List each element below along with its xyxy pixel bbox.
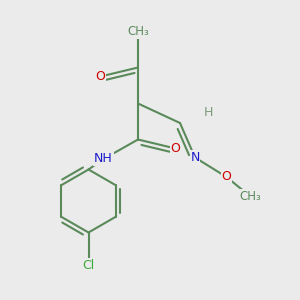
- Text: N: N: [190, 151, 200, 164]
- Text: O: O: [171, 142, 180, 155]
- Text: CH₃: CH₃: [127, 25, 149, 38]
- Text: O: O: [222, 170, 231, 184]
- Text: O: O: [96, 70, 105, 83]
- Text: NH: NH: [94, 152, 113, 166]
- Text: Cl: Cl: [82, 259, 94, 272]
- Text: H: H: [204, 106, 213, 119]
- Text: CH₃: CH₃: [240, 190, 261, 203]
